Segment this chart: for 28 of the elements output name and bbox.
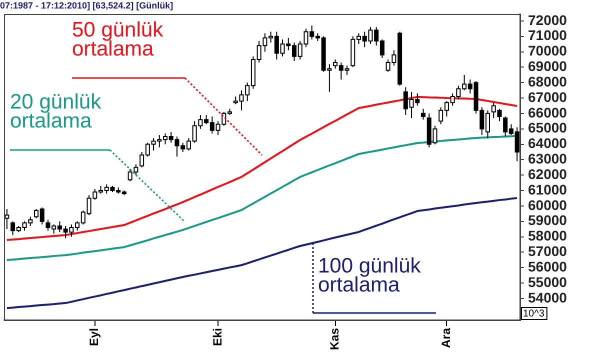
y-tick-label: 65000 (528, 120, 568, 136)
y-tick-label: 70000 (528, 42, 568, 59)
y-tick-label: 57000 (528, 243, 568, 260)
series-label: 100 günlük ortalama (318, 254, 422, 296)
text: 50 günlük ortalama (72, 18, 164, 60)
y-tick-label: 68000 (528, 73, 568, 90)
y-tick-label: 64000 (528, 135, 568, 152)
y-tick-label: 69000 (528, 58, 568, 74)
x-tick-label: Eki (210, 328, 224, 346)
y-tick-label: 72000 (528, 12, 568, 28)
y-tick-label: 67000 (528, 88, 568, 105)
y-tick-label: 71000 (528, 27, 568, 44)
y-tick-label: 56000 (528, 258, 568, 274)
y-tick-label: 59000 (528, 212, 568, 228)
y-tick-label: 54000 (528, 289, 568, 306)
y-tick-label: 66000 (528, 104, 568, 120)
x-tick-label: Eyl (87, 328, 102, 346)
text: 20 günlük ortalama (10, 90, 102, 132)
x-tick-label: Ara (439, 328, 454, 348)
y-tick-label: 55000 (528, 274, 568, 290)
y-tick-label: 63000 (528, 150, 568, 167)
y-tick-label: 62000 (528, 166, 568, 182)
y-tick-label: 60000 (528, 196, 568, 213)
text: 10^3 (523, 308, 545, 320)
x-tick-label: Kas (328, 328, 342, 350)
y-tick-label: 61000 (528, 181, 568, 198)
y-tick-label: 58000 (528, 228, 568, 244)
chart-subtitle: 07:1987 - 17:12:2010] [63,524.2] [Günlük] (0, 0, 174, 10)
